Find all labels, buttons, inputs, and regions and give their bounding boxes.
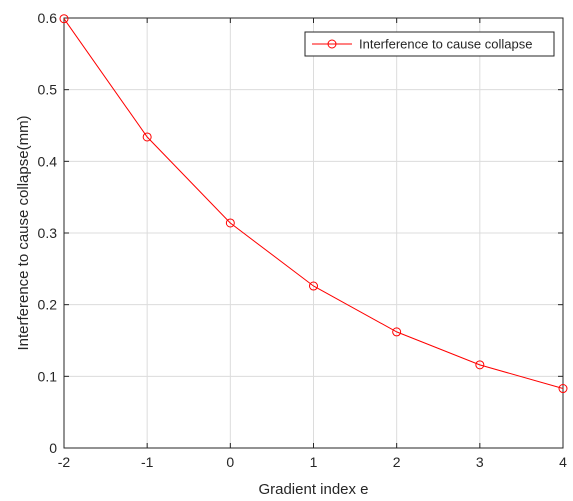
x-tick-label: 0 xyxy=(226,454,234,470)
x-tick-label: 3 xyxy=(476,454,484,470)
data-point-marker xyxy=(225,218,235,228)
x-tick-label: -2 xyxy=(58,454,71,470)
data-point-marker xyxy=(142,132,152,142)
data-point-marker xyxy=(59,14,69,24)
x-tick-label: 1 xyxy=(310,454,318,470)
legend: Interference to cause collapse xyxy=(304,31,555,57)
axis-ticks: -2 -1 0 1 2 3 4 0 0.1 0.2 0.3 0.4 0.5 0.6 xyxy=(38,10,568,470)
y-tick-label: 0.6 xyxy=(38,10,58,26)
data-point-marker xyxy=(558,384,568,394)
y-tick-label: 0.1 xyxy=(38,368,58,384)
y-tick-label: 0.5 xyxy=(38,82,58,98)
y-tick-label: 0 xyxy=(49,440,57,456)
x-tick-label: -1 xyxy=(141,454,154,470)
y-axis-label: Interference to cause collapse(mm) xyxy=(15,115,32,350)
legend-label: Interference to cause collapse xyxy=(359,37,532,52)
data-point-marker xyxy=(392,327,402,337)
data-point-marker xyxy=(475,360,485,370)
data-point-marker xyxy=(309,281,318,291)
x-tick-label: 4 xyxy=(559,454,567,470)
y-tick-label: 0.3 xyxy=(38,225,58,241)
y-tick-label: 0.4 xyxy=(38,153,58,169)
x-axis-label: Gradient index e xyxy=(258,481,368,498)
x-tick-label: 2 xyxy=(393,454,401,470)
data-series xyxy=(59,14,568,394)
series-line xyxy=(63,18,564,389)
grid-lines xyxy=(64,18,563,448)
legend-marker-swatch xyxy=(327,39,337,49)
y-tick-label: 0.2 xyxy=(38,297,58,313)
